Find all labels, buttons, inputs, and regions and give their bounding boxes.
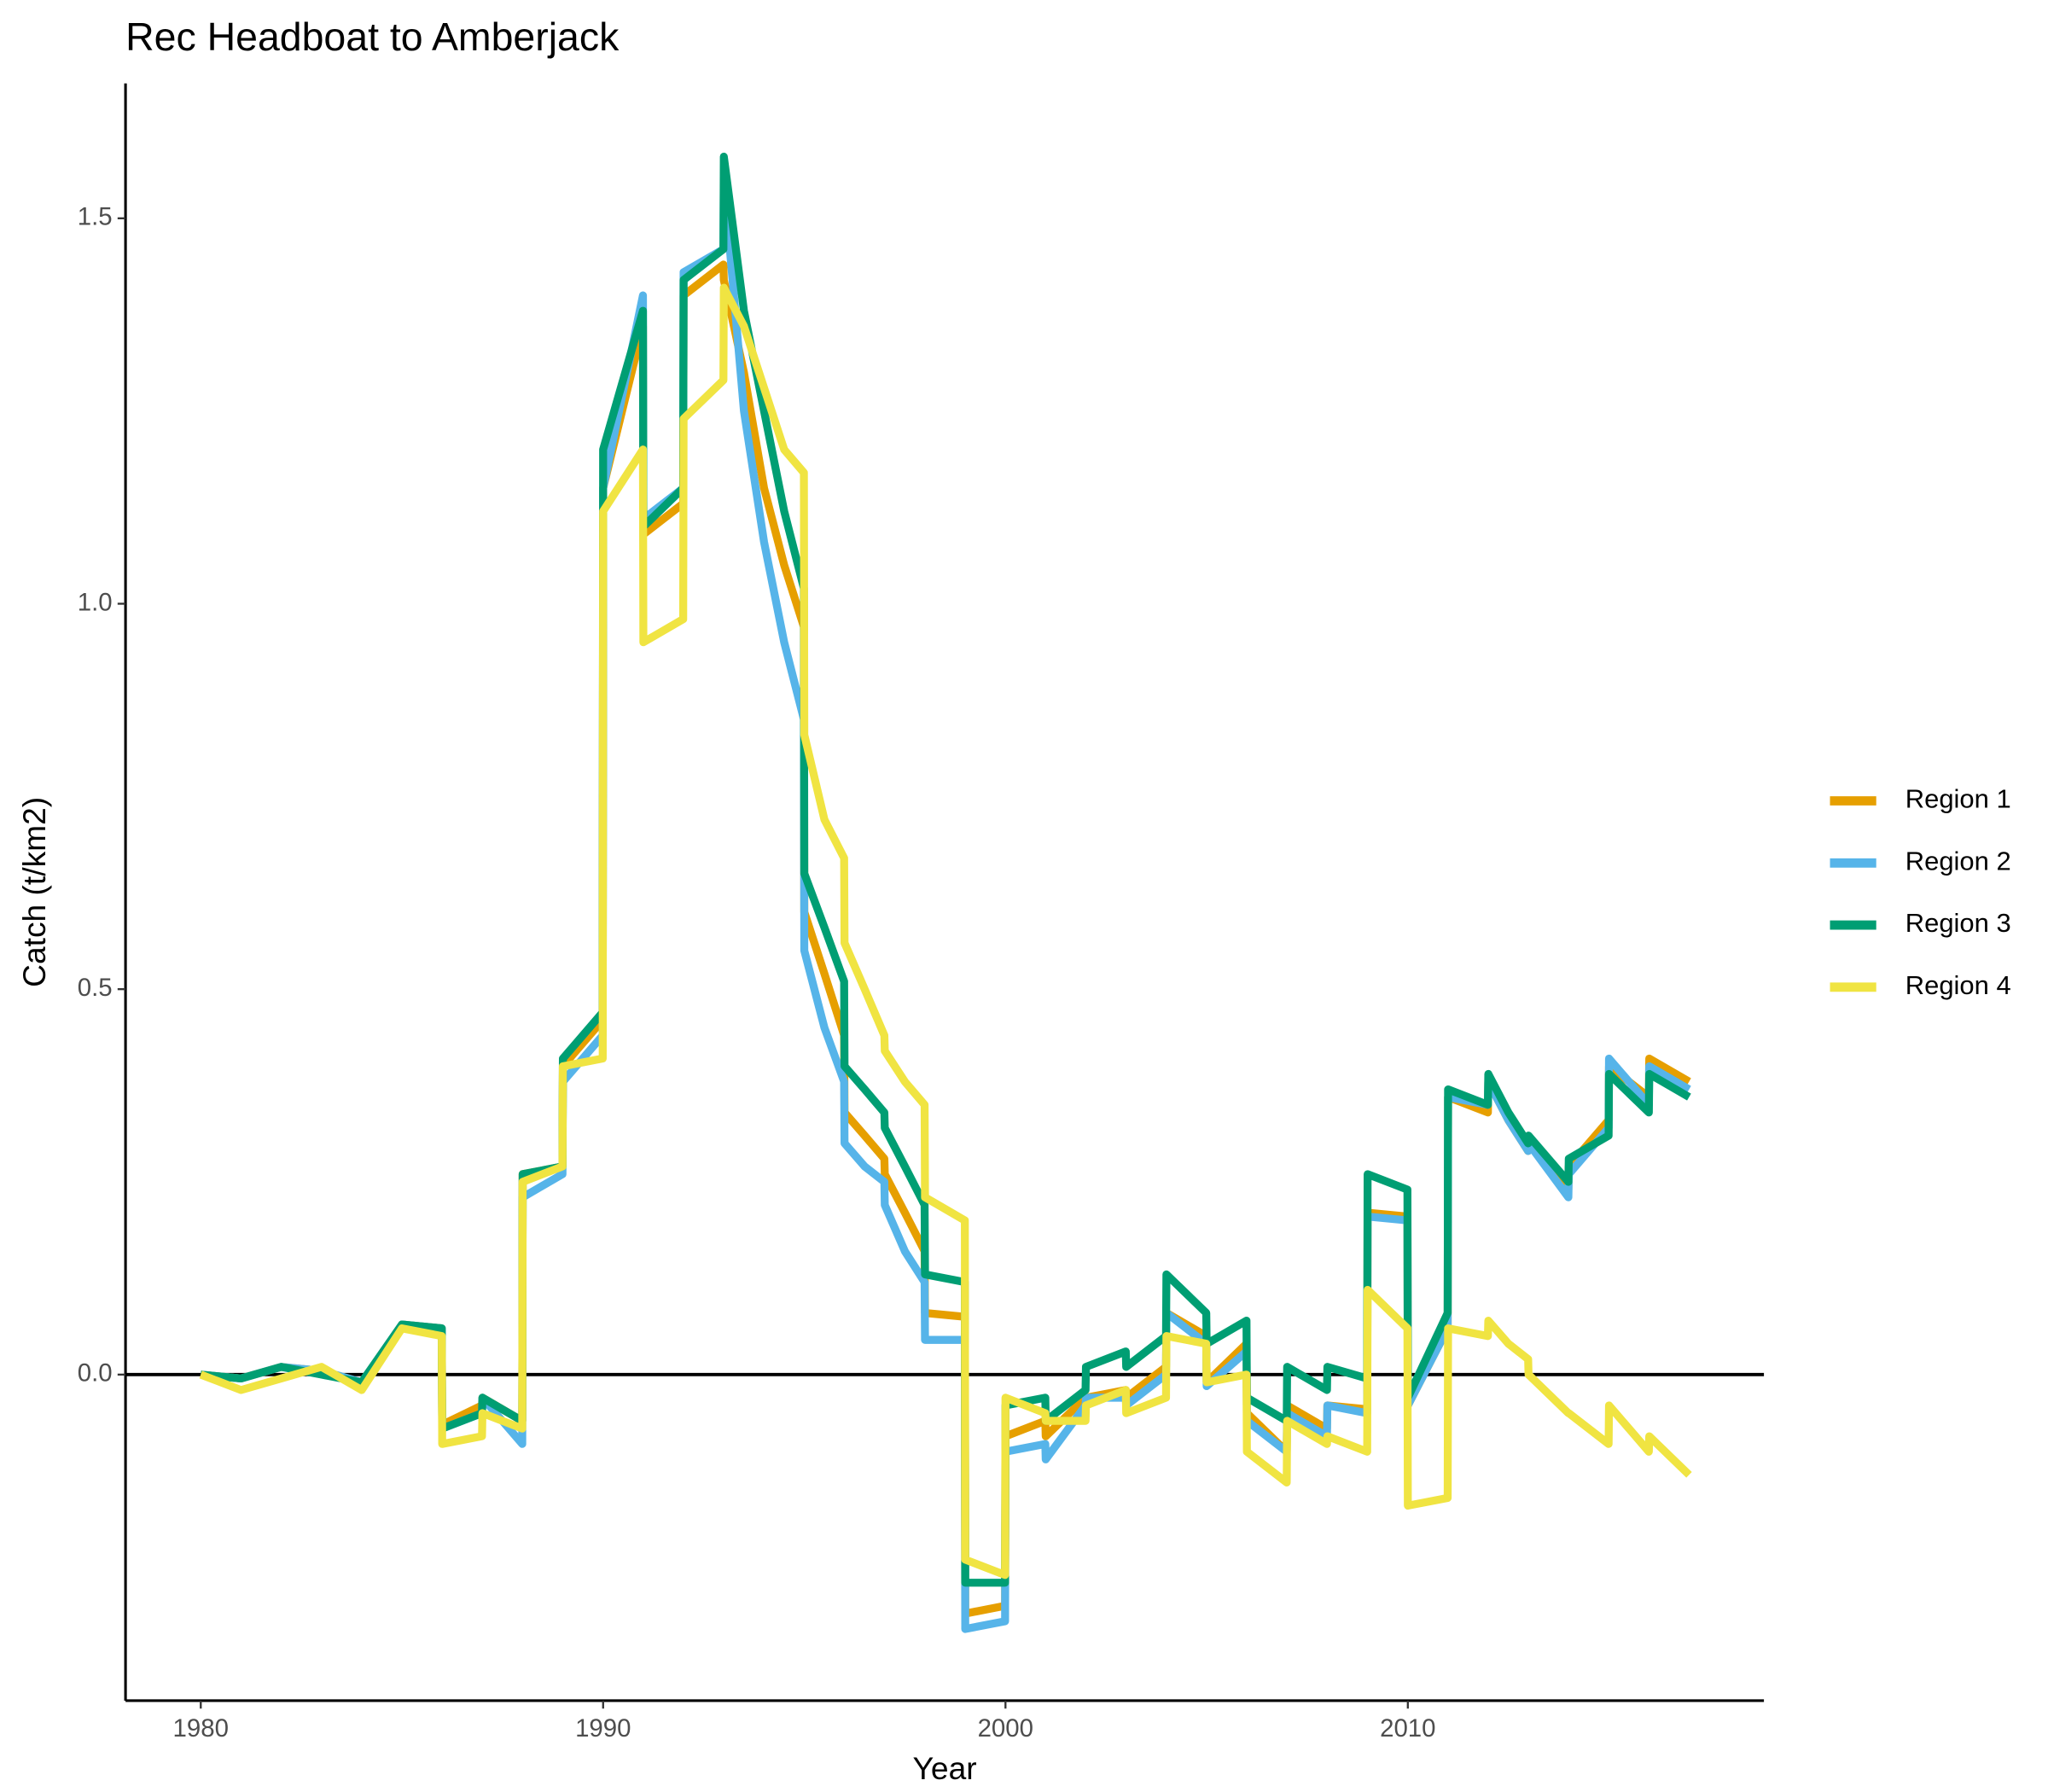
y-tick-label: 0.0	[78, 1359, 113, 1388]
legend-label: Region 1	[1905, 784, 2011, 814]
legend-label: Region 3	[1905, 908, 2011, 938]
series-line	[200, 176, 1691, 1633]
series-line	[199, 283, 1692, 1580]
legend-label: Region 4	[1905, 970, 2011, 1000]
x-tick-label: 1990	[575, 1714, 631, 1743]
series-line	[200, 260, 1691, 1618]
series-line	[200, 152, 1691, 1587]
x-tick-label: 2010	[1380, 1714, 1435, 1743]
chart-title: Rec Headboat to Amberjack	[125, 15, 620, 59]
y-tick-label: 0.5	[78, 974, 113, 1002]
legend-label: Region 2	[1905, 846, 2011, 876]
y-axis-label: Catch (t/km2)	[16, 797, 52, 987]
y-tick-label: 1.0	[78, 588, 113, 616]
x-tick-label: 2000	[978, 1714, 1033, 1743]
x-tick-label: 1980	[173, 1714, 229, 1743]
x-axis-label: Year	[913, 1750, 977, 1786]
y-tick-label: 1.5	[78, 203, 113, 231]
